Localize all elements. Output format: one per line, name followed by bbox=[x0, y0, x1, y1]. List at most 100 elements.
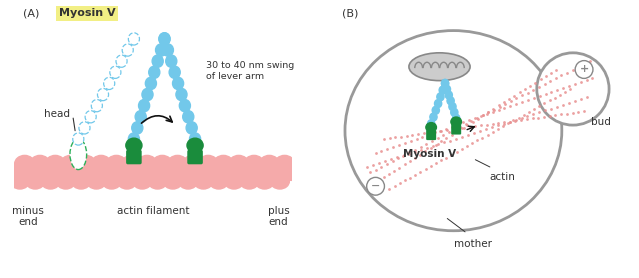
Ellipse shape bbox=[430, 113, 437, 121]
Ellipse shape bbox=[409, 53, 470, 81]
Ellipse shape bbox=[229, 155, 249, 173]
Ellipse shape bbox=[439, 86, 447, 94]
Ellipse shape bbox=[137, 155, 157, 173]
Ellipse shape bbox=[240, 173, 259, 189]
Ellipse shape bbox=[116, 55, 127, 67]
Ellipse shape bbox=[442, 80, 449, 87]
Ellipse shape bbox=[180, 100, 190, 112]
Ellipse shape bbox=[450, 108, 458, 116]
Ellipse shape bbox=[53, 163, 73, 180]
Text: (B): (B) bbox=[343, 8, 358, 18]
Ellipse shape bbox=[76, 155, 96, 173]
Ellipse shape bbox=[148, 173, 167, 189]
Text: +: + bbox=[580, 64, 589, 75]
Ellipse shape bbox=[213, 155, 233, 173]
Ellipse shape bbox=[169, 66, 180, 78]
Ellipse shape bbox=[435, 100, 442, 108]
Text: minus
end: minus end bbox=[12, 206, 44, 227]
Circle shape bbox=[367, 177, 385, 195]
Ellipse shape bbox=[447, 97, 454, 105]
Ellipse shape bbox=[209, 173, 228, 189]
Ellipse shape bbox=[22, 163, 42, 180]
Ellipse shape bbox=[432, 106, 440, 114]
Ellipse shape bbox=[87, 173, 106, 189]
Text: plus
end: plus end bbox=[268, 206, 289, 227]
Ellipse shape bbox=[236, 163, 256, 180]
Ellipse shape bbox=[190, 133, 201, 145]
Ellipse shape bbox=[118, 173, 137, 189]
Text: (A): (A) bbox=[23, 8, 39, 18]
Ellipse shape bbox=[121, 155, 142, 173]
Ellipse shape bbox=[155, 44, 167, 56]
Ellipse shape bbox=[194, 173, 213, 189]
Ellipse shape bbox=[91, 100, 102, 112]
Ellipse shape bbox=[345, 31, 562, 231]
Ellipse shape bbox=[173, 77, 183, 90]
Circle shape bbox=[575, 61, 593, 78]
Ellipse shape bbox=[56, 173, 75, 189]
Ellipse shape bbox=[221, 163, 241, 180]
Text: actin filament: actin filament bbox=[117, 206, 190, 216]
Ellipse shape bbox=[267, 163, 287, 180]
Ellipse shape bbox=[445, 91, 452, 99]
Ellipse shape bbox=[110, 66, 121, 78]
Ellipse shape bbox=[187, 138, 203, 153]
Ellipse shape bbox=[206, 163, 226, 180]
Ellipse shape bbox=[61, 155, 81, 173]
Ellipse shape bbox=[437, 93, 444, 101]
Ellipse shape bbox=[130, 163, 150, 180]
Ellipse shape bbox=[449, 103, 456, 111]
Ellipse shape bbox=[85, 111, 96, 123]
Text: actin: actin bbox=[489, 172, 516, 182]
Ellipse shape bbox=[79, 122, 90, 134]
Ellipse shape bbox=[114, 163, 134, 180]
Ellipse shape bbox=[259, 155, 279, 173]
Ellipse shape bbox=[152, 155, 173, 173]
Ellipse shape bbox=[142, 88, 153, 101]
Ellipse shape bbox=[159, 33, 170, 45]
Ellipse shape bbox=[122, 44, 134, 56]
Ellipse shape bbox=[183, 111, 194, 123]
Ellipse shape bbox=[135, 111, 146, 123]
Ellipse shape bbox=[270, 173, 289, 189]
Ellipse shape bbox=[427, 120, 435, 128]
Ellipse shape bbox=[252, 163, 272, 180]
Ellipse shape bbox=[175, 163, 196, 180]
Ellipse shape bbox=[41, 173, 60, 189]
Ellipse shape bbox=[73, 133, 84, 145]
Text: Myosin V: Myosin V bbox=[403, 149, 456, 159]
Ellipse shape bbox=[426, 123, 436, 132]
Ellipse shape bbox=[10, 173, 29, 189]
Ellipse shape bbox=[133, 173, 151, 189]
Ellipse shape bbox=[68, 163, 88, 180]
FancyBboxPatch shape bbox=[187, 150, 203, 164]
Ellipse shape bbox=[149, 66, 160, 78]
Ellipse shape bbox=[102, 173, 121, 189]
Ellipse shape bbox=[30, 155, 50, 173]
Ellipse shape bbox=[176, 88, 187, 101]
Ellipse shape bbox=[183, 155, 203, 173]
Ellipse shape bbox=[275, 155, 295, 173]
Ellipse shape bbox=[38, 163, 58, 180]
Ellipse shape bbox=[224, 173, 243, 189]
Ellipse shape bbox=[72, 173, 91, 189]
Ellipse shape bbox=[15, 155, 35, 173]
Ellipse shape bbox=[244, 155, 264, 173]
Text: −: − bbox=[371, 181, 380, 191]
Ellipse shape bbox=[179, 173, 197, 189]
Ellipse shape bbox=[128, 33, 139, 45]
Text: mother: mother bbox=[454, 239, 492, 249]
Ellipse shape bbox=[26, 173, 45, 189]
Ellipse shape bbox=[45, 155, 65, 173]
FancyBboxPatch shape bbox=[126, 150, 142, 164]
Ellipse shape bbox=[126, 138, 142, 153]
Text: bud: bud bbox=[591, 117, 611, 127]
Ellipse shape bbox=[152, 55, 163, 67]
Text: Myosin V: Myosin V bbox=[59, 8, 116, 18]
Ellipse shape bbox=[99, 163, 119, 180]
Ellipse shape bbox=[70, 139, 87, 170]
Ellipse shape bbox=[442, 80, 449, 87]
Ellipse shape bbox=[537, 53, 609, 125]
Ellipse shape bbox=[190, 163, 211, 180]
Ellipse shape bbox=[282, 163, 302, 180]
